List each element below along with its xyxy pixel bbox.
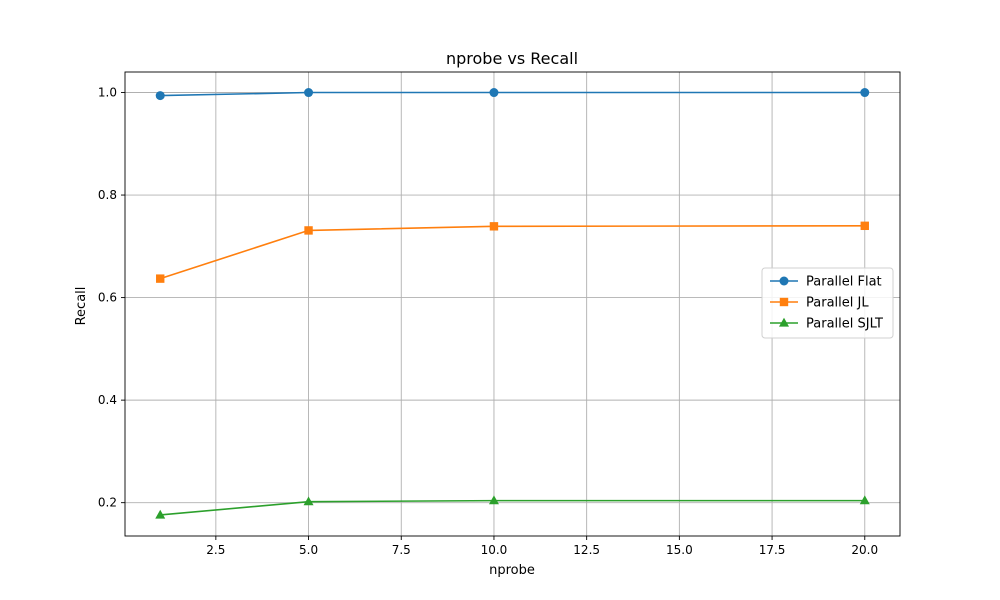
data-point-marker: [155, 91, 165, 101]
legend-item: Parallel Flat: [770, 275, 882, 290]
y-tick-label: 0.8: [98, 188, 117, 202]
data-point-marker: [489, 88, 499, 98]
series-line: [159, 225, 865, 280]
legend-marker: [779, 317, 789, 327]
data-point-marker: [304, 88, 314, 98]
x-tick-label: 5.0: [299, 543, 318, 557]
legend-marker: [779, 276, 789, 286]
y-axis-ticks: 0.2 0.4 0.6 0.8 1.0: [98, 86, 125, 510]
series-parallel-jl: [156, 221, 869, 283]
series-line: [160, 499, 865, 516]
y-tick-label: 1.0: [98, 86, 117, 100]
data-point-marker: [860, 221, 869, 231]
legend-label: Parallel Flat: [806, 275, 882, 290]
x-tick-label: 12.5: [573, 543, 600, 557]
x-tick-label: 15.0: [666, 543, 693, 557]
legend-label: Parallel JL: [806, 296, 869, 311]
series-parallel-flat: [155, 88, 870, 101]
data-point-marker: [304, 226, 313, 235]
data-point-marker: [303, 496, 314, 506]
y-tick-label: 0.6: [98, 291, 117, 305]
data-point-marker: [860, 88, 870, 98]
x-tick-label: 7.5: [392, 543, 411, 557]
series-parallel-sjlt: [155, 495, 870, 519]
y-tick-label: 0.4: [98, 393, 117, 407]
data-point-marker: [156, 274, 165, 283]
legend-box: [761, 267, 894, 339]
plot-frame: [124, 71, 901, 537]
chart-title: nprobe vs Recall: [446, 49, 578, 68]
series-line: [160, 91, 865, 97]
y-axis-label: Recall: [74, 287, 89, 326]
legend-item: Parallel JL: [770, 296, 869, 311]
legend-item: Parallel SJLT: [770, 317, 883, 332]
x-tick-label: 10.0: [481, 543, 508, 557]
legend-label: Parallel SJLT: [806, 317, 883, 332]
data-point-marker: [488, 495, 499, 505]
x-axis-label: nprobe: [489, 563, 535, 578]
legend-marker: [779, 297, 789, 307]
data-point-marker: [859, 495, 870, 505]
x-tick-label: 20.0: [851, 543, 878, 557]
data-point-marker: [155, 509, 166, 519]
x-tick-label: 2.5: [206, 543, 225, 557]
y-tick-label: 0.2: [98, 496, 117, 510]
x-axis-ticks: 2.5 5.0 7.5 10.0 12.5 15.0 17.5 20.0: [206, 536, 878, 557]
data-point-marker: [489, 222, 499, 231]
x-tick-label: 17.5: [759, 543, 786, 557]
legend: Parallel Flat Parallel JL Parallel SJLT: [761, 267, 894, 339]
plot-series: [155, 88, 870, 519]
